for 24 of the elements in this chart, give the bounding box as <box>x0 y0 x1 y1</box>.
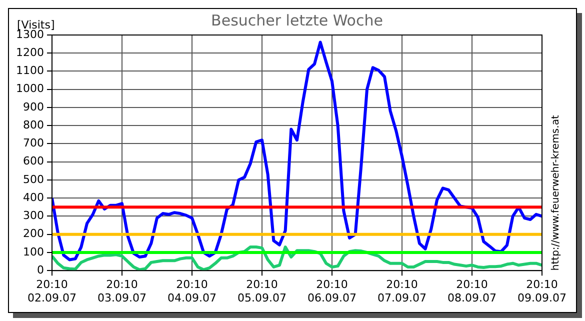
y-tick-label: 1100 <box>16 64 44 78</box>
x-tick-label: 20:10 05.09.07 <box>238 278 286 304</box>
x-tick-label: 20:10 09.09.07 <box>518 278 566 304</box>
y-tick-label: 100 <box>22 245 44 258</box>
y-tick-label: 200 <box>22 227 44 240</box>
y-tick-label: 300 <box>22 209 44 222</box>
chart-title: Besucher letzte Woche <box>211 11 383 30</box>
y-tick-label: 500 <box>22 172 44 186</box>
text: http://www.feuerwehr-krems.at <box>550 115 562 271</box>
x-tick-label: 20:10 07.09.07 <box>378 278 426 304</box>
y-tick-label: 1200 <box>16 46 44 59</box>
y-tick-label: 1000 <box>16 82 44 96</box>
y-axis-title: [Visits] <box>17 18 55 32</box>
x-tick-label: 20:10 04.09.07 <box>168 278 216 304</box>
x-tick-label: 20:10 08.09.07 <box>448 278 496 304</box>
y-tick-label: 600 <box>22 154 44 168</box>
x-tick-label: 20:10 02.09.07 <box>28 278 76 304</box>
x-tick-label: 20:10 03.09.07 <box>98 278 146 304</box>
y-tick-label: 700 <box>22 136 44 150</box>
y-tick-label: 900 <box>22 100 44 114</box>
y-tick-label: 800 <box>22 118 44 132</box>
y-tick-label: 0 <box>36 263 44 276</box>
x-tick-label: 20:10 06.09.07 <box>308 278 356 304</box>
y-tick-label: 400 <box>22 190 44 204</box>
